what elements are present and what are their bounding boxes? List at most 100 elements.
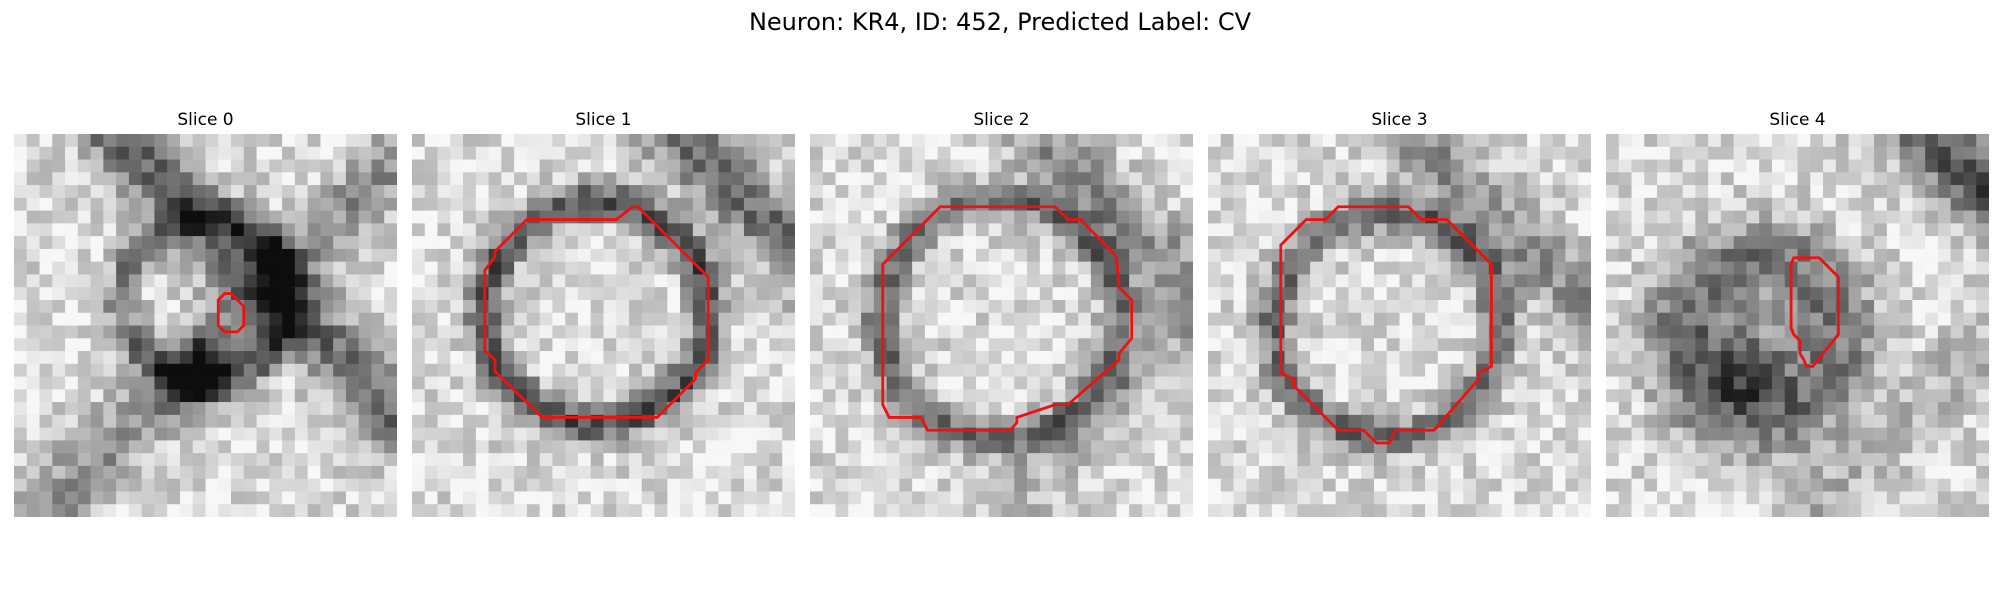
pixel bbox=[1746, 197, 1760, 211]
pixel bbox=[424, 274, 438, 288]
pixel bbox=[1552, 389, 1566, 403]
pixel bbox=[1797, 299, 1811, 313]
pixel bbox=[937, 312, 951, 326]
pixel bbox=[1065, 248, 1079, 262]
pixel bbox=[141, 134, 155, 148]
pixel bbox=[1618, 172, 1632, 186]
pixel bbox=[1759, 478, 1773, 492]
pixel bbox=[756, 453, 770, 467]
pixel bbox=[1631, 440, 1645, 454]
pixel bbox=[1578, 274, 1591, 288]
pixel bbox=[1950, 274, 1964, 288]
pixel bbox=[1797, 376, 1811, 390]
pixel bbox=[1141, 146, 1155, 160]
pixel bbox=[1271, 465, 1285, 479]
pixel bbox=[128, 491, 142, 505]
pixel bbox=[963, 491, 977, 505]
pixel bbox=[616, 159, 630, 173]
contour-outline bbox=[1789, 256, 1840, 368]
pixel bbox=[65, 504, 79, 517]
pixel bbox=[1797, 261, 1811, 275]
pixel bbox=[1027, 414, 1041, 428]
pixel bbox=[1297, 134, 1311, 148]
pixel bbox=[769, 172, 783, 186]
pixel bbox=[873, 338, 887, 352]
pixel bbox=[1886, 146, 1900, 160]
pixel bbox=[1463, 248, 1477, 262]
pixel bbox=[1695, 465, 1709, 479]
pixel bbox=[39, 197, 53, 211]
pixel bbox=[1861, 402, 1875, 416]
pixel bbox=[1039, 478, 1053, 492]
pixel bbox=[912, 236, 926, 250]
pixel bbox=[1912, 504, 1926, 517]
pixel bbox=[256, 299, 270, 313]
pixel bbox=[1373, 414, 1387, 428]
pixel bbox=[1103, 491, 1117, 505]
pixel bbox=[128, 287, 142, 301]
pixel bbox=[1823, 185, 1837, 199]
pixel bbox=[616, 491, 630, 505]
pixel bbox=[641, 236, 655, 250]
pixel bbox=[731, 299, 745, 313]
pixel bbox=[307, 491, 321, 505]
pixel bbox=[1657, 236, 1671, 250]
pixel bbox=[1014, 363, 1028, 377]
pixel bbox=[1271, 248, 1285, 262]
pixel bbox=[680, 197, 694, 211]
pixel bbox=[1463, 478, 1477, 492]
pixel bbox=[256, 402, 270, 416]
pixel bbox=[1925, 197, 1939, 211]
pixel bbox=[756, 351, 770, 365]
pixel bbox=[1669, 351, 1683, 365]
pixel bbox=[475, 402, 489, 416]
pixel bbox=[1246, 312, 1260, 326]
pixel bbox=[1797, 440, 1811, 454]
pixel bbox=[1720, 351, 1734, 365]
pixel bbox=[743, 172, 757, 186]
pixel bbox=[1220, 351, 1234, 365]
pixel bbox=[899, 402, 913, 416]
pixel bbox=[1233, 325, 1247, 339]
pixel bbox=[1412, 248, 1426, 262]
pixel bbox=[1154, 159, 1168, 173]
pixel bbox=[231, 248, 245, 262]
pixel bbox=[692, 287, 706, 301]
pixel bbox=[1090, 287, 1104, 301]
pixel bbox=[641, 223, 655, 237]
pixel bbox=[810, 414, 824, 428]
pixel bbox=[475, 491, 489, 505]
pixel bbox=[565, 453, 579, 467]
pixel bbox=[1797, 491, 1811, 505]
pixel bbox=[1937, 312, 1951, 326]
pixel bbox=[1488, 223, 1502, 237]
pixel bbox=[269, 440, 283, 454]
pixel bbox=[1631, 197, 1645, 211]
pixel bbox=[1141, 363, 1155, 377]
pixel bbox=[1695, 325, 1709, 339]
pixel bbox=[475, 299, 489, 313]
pixel bbox=[39, 185, 53, 199]
pixel bbox=[1425, 172, 1439, 186]
pixel bbox=[756, 465, 770, 479]
pixel bbox=[1014, 478, 1028, 492]
pixel bbox=[1950, 478, 1964, 492]
pixel bbox=[205, 159, 219, 173]
pixel bbox=[577, 312, 591, 326]
pixel bbox=[205, 414, 219, 428]
pixel bbox=[1631, 504, 1645, 517]
pixel bbox=[1746, 402, 1760, 416]
pixel bbox=[1784, 402, 1798, 416]
pixel bbox=[1565, 402, 1579, 416]
pixel bbox=[52, 312, 66, 326]
pixel bbox=[1348, 248, 1362, 262]
pixel bbox=[975, 172, 989, 186]
pixel bbox=[1014, 223, 1028, 237]
pixel bbox=[1899, 197, 1913, 211]
pixel bbox=[667, 134, 681, 148]
pixel bbox=[345, 312, 359, 326]
pixel bbox=[14, 465, 28, 479]
pixel bbox=[1527, 389, 1541, 403]
pixel bbox=[1527, 146, 1541, 160]
pixel bbox=[1141, 261, 1155, 275]
